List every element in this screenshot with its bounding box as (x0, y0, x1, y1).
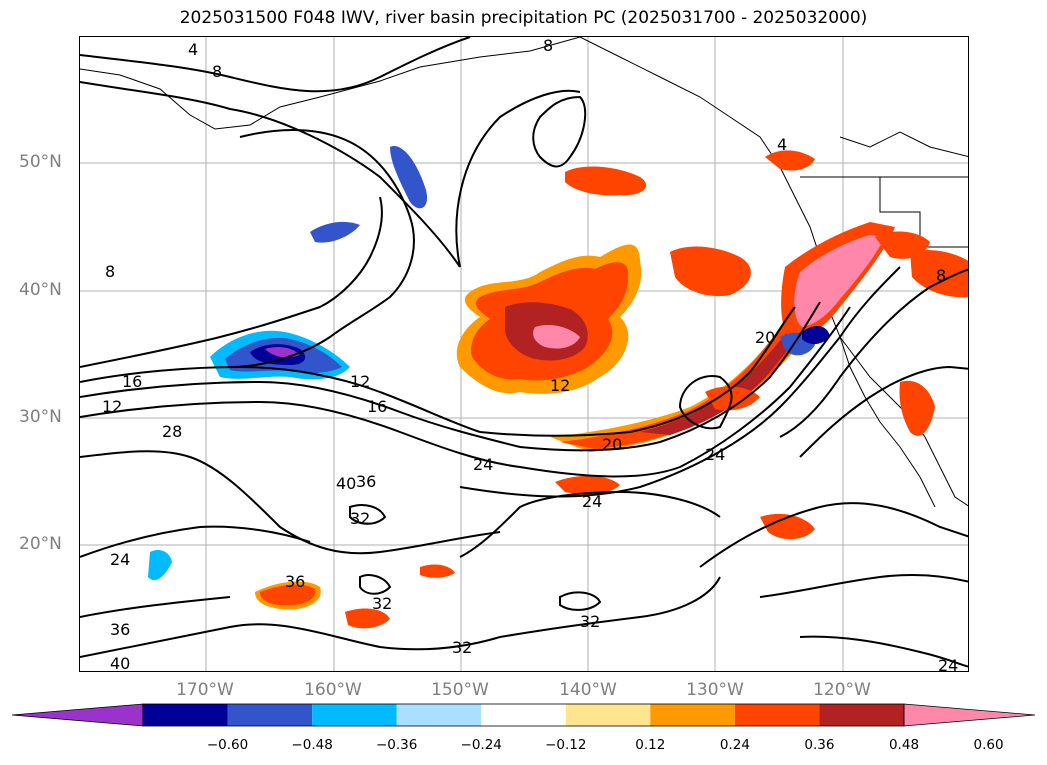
colorbar-box (734, 704, 820, 726)
contour-label: 12 (350, 372, 370, 391)
contour-label: 36 (356, 472, 376, 491)
contour-label: 32 (580, 612, 600, 631)
lat-label-50n: 50°N (19, 152, 62, 172)
colorbar-boxes (11, 703, 1036, 727)
colorbar-extend-low (11, 703, 144, 727)
colorbar-border (142, 703, 905, 727)
lon-label-120w: 120°W (813, 680, 871, 700)
contour-label: 16 (122, 372, 142, 391)
lon-label-130w: 130°W (686, 680, 744, 700)
colorbar-tick-label: −0.24 (460, 737, 502, 753)
map-canvas: 4 8 8 8 12 12 16 16 28 12 24 20 24 24 40… (80, 37, 968, 672)
contour-label: 20 (602, 435, 622, 454)
colorbar (11, 703, 1036, 727)
lon-label-170w: 170°W (176, 680, 234, 700)
colorbar-box (650, 704, 735, 726)
contour-label: 32 (452, 638, 472, 657)
contour-label: 4 (777, 135, 787, 154)
colorbar-box (565, 704, 651, 726)
lat-label-20n: 20°N (19, 534, 62, 554)
colorbar-box (819, 704, 904, 726)
map-panel: 4 8 8 8 12 12 16 16 28 12 24 20 24 24 40… (79, 36, 969, 672)
contour-label: 16 (367, 397, 387, 416)
contour-label: 24 (582, 492, 602, 511)
contour-label: 40 (110, 654, 130, 672)
contour-label: 8 (543, 37, 553, 55)
colorbar-tick-label: 0.24 (719, 737, 750, 753)
contour-label: 28 (162, 422, 182, 441)
lon-label-150w: 150°W (431, 680, 489, 700)
colorbar-extend-high (903, 703, 1036, 727)
contour-label: 32 (372, 594, 392, 613)
colorbar-box (481, 704, 566, 726)
colorbar-box (227, 704, 313, 726)
contour-label: 8 (105, 262, 115, 281)
colorbar-tick-label: 0.36 (804, 737, 835, 753)
colorbar-tick-label: 0.12 (635, 737, 666, 753)
colorbar-tick-label: −0.12 (545, 737, 587, 753)
contour-label: 8 (936, 266, 946, 285)
colorbar-box (396, 704, 482, 726)
contour-labels: 4 8 8 8 12 12 16 16 28 12 24 20 24 24 40… (102, 37, 958, 672)
contour-label: 12 (102, 397, 122, 416)
contour-label: 4 (188, 40, 198, 59)
lon-label-140w: 140°W (559, 680, 617, 700)
colorbar-tick-label: −0.36 (375, 737, 418, 753)
contour-label: 24 (473, 455, 493, 474)
colorbar-tick-label: −0.48 (291, 737, 333, 753)
colorbar-tick-label: −0.60 (206, 737, 249, 753)
contour-label: 36 (285, 572, 305, 591)
contour-label: 36 (110, 620, 130, 639)
contour-label: 12 (550, 376, 570, 395)
contour-label: 40 (336, 474, 356, 493)
colorbar-tick-label: 0.48 (888, 737, 920, 753)
contour-label: 32 (350, 509, 370, 528)
colorbar-box (312, 704, 397, 726)
contour-label: 24 (938, 656, 958, 672)
map-title: 2025031500 F048 IWV, river basin precipi… (179, 8, 868, 28)
contour-label: 24 (705, 445, 725, 464)
lon-label-160w: 160°W (304, 680, 362, 700)
contour-label: 24 (110, 550, 130, 569)
lat-label-30n: 30°N (19, 407, 62, 427)
colorbar-tick-label: 0.60 (973, 737, 1004, 753)
contour-label: 8 (212, 62, 222, 81)
lat-label-40n: 40°N (19, 280, 62, 300)
contour-label: 20 (755, 328, 775, 347)
iwv-contours (80, 37, 968, 668)
colorbar-box (143, 704, 228, 726)
